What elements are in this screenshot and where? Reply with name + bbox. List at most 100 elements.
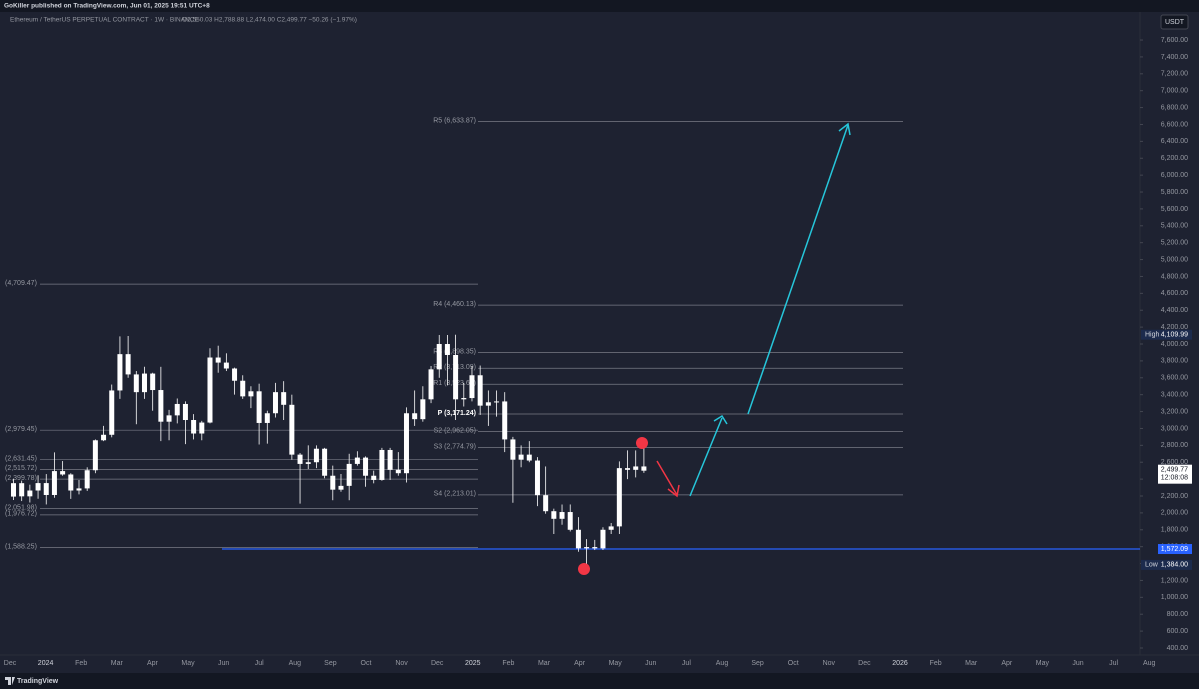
candle-body: [199, 422, 205, 434]
y-tick-label: 4,400.00: [1161, 307, 1188, 314]
low-badge: [1141, 559, 1192, 570]
x-tick-label: Aug: [716, 660, 729, 667]
high-badge-name: High: [1145, 332, 1160, 339]
x-tick-label: Feb: [502, 660, 514, 667]
candle-body: [330, 475, 336, 490]
symbol: Ethereum / TetherUS PERPETUAL CONTRACT ·…: [10, 17, 199, 24]
candle-body: [494, 401, 500, 403]
candle-body: [363, 457, 369, 476]
level-label: (2,631.45): [5, 455, 37, 462]
x-tick-label: Nov: [395, 660, 408, 667]
candle-body: [584, 547, 590, 549]
x-tick-label: 2024: [38, 660, 54, 667]
x-tick-label: Dec: [858, 660, 871, 667]
candle-body: [297, 454, 303, 464]
level-label-bg: [433, 409, 475, 419]
candle-body: [526, 454, 532, 461]
candle-body: [338, 485, 344, 490]
y-tick-label: 600.00: [1167, 628, 1189, 635]
x-tick-label: Nov: [823, 660, 836, 667]
candle-body: [313, 448, 319, 463]
candle-body: [76, 488, 82, 491]
y-tick-label: 5,200.00: [1161, 240, 1188, 247]
candle-body: [256, 391, 262, 423]
y-tick-label: 4,000.00: [1161, 341, 1188, 348]
y-tick-label: 2,000.00: [1161, 510, 1188, 517]
candle-body: [625, 468, 631, 470]
candle-body: [60, 471, 66, 475]
y-tick-label: 2,600.00: [1161, 459, 1188, 466]
level-label: (4,709.47): [5, 280, 37, 287]
x-tick-label: Dec: [4, 660, 17, 667]
candle-body: [232, 368, 238, 381]
x-tick-label: Oct: [361, 660, 372, 667]
currency-button[interactable]: [1160, 14, 1189, 30]
candle-body: [379, 449, 385, 480]
candle-body: [559, 512, 565, 519]
candle-body: [354, 457, 360, 464]
y-tick-label: 6,200.00: [1161, 155, 1188, 162]
candle-body: [534, 460, 540, 496]
arrow-head: [667, 484, 680, 498]
candle-body: [485, 402, 491, 406]
marker: [578, 563, 590, 575]
candle-body: [223, 362, 229, 369]
level-label: (2,051.98): [5, 504, 37, 511]
x-tick-label: May: [181, 660, 195, 667]
x-tick-label: Jul: [1109, 660, 1118, 667]
brand: TradingView: [17, 678, 59, 685]
x-tick-label: Mar: [538, 660, 551, 667]
y-tick-label: 7,000.00: [1161, 88, 1188, 95]
candle-body: [141, 373, 147, 393]
currency[interactable]: USDT: [1165, 19, 1185, 26]
level-label: (2,515.72): [5, 465, 37, 472]
arrow: [656, 460, 678, 496]
candle-body: [420, 399, 426, 420]
candle-body: [101, 434, 107, 441]
candle-body: [43, 483, 49, 495]
candle-body: [600, 529, 606, 549]
candle-body: [207, 357, 213, 423]
y-tick-label: 5,600.00: [1161, 206, 1188, 213]
candle-body: [453, 354, 459, 400]
candle-body: [182, 403, 188, 421]
low-badge-value: 1,384.00: [1161, 562, 1188, 569]
y-tick-label: 800.00: [1167, 611, 1189, 618]
y-tick-label: 2,800.00: [1161, 442, 1188, 449]
countdown: 12:08:08: [1161, 475, 1188, 482]
price-badge: [1158, 544, 1192, 555]
y-tick-label: 6,600.00: [1161, 121, 1188, 128]
y-tick-label: 3,400.00: [1161, 392, 1188, 399]
candle-body: [92, 440, 98, 471]
y-tick-label: 1,000.00: [1161, 594, 1188, 601]
candle-body: [575, 529, 581, 549]
candle-body: [264, 413, 270, 423]
candle-body: [289, 404, 295, 455]
candle-body: [272, 392, 278, 414]
x-tick-label: Sep: [751, 660, 764, 667]
y-tick-label: 6,000.00: [1161, 172, 1188, 179]
x-tick-label: Mar: [111, 660, 124, 667]
candle-body: [150, 373, 156, 391]
level-label: R5 (6,633.87): [433, 117, 476, 124]
candle-body: [305, 462, 311, 464]
marker: [636, 437, 648, 449]
y-tick-label: 3,800.00: [1161, 358, 1188, 365]
y-tick-label: 1,200.00: [1161, 577, 1188, 584]
candle-body: [592, 547, 598, 549]
y-tick-label: 1,800.00: [1161, 527, 1188, 534]
y-tick-label: 6,400.00: [1161, 138, 1188, 145]
y-tick-label: 3,200.00: [1161, 408, 1188, 415]
y-tick-label: 4,800.00: [1161, 273, 1188, 280]
candle-body: [477, 375, 483, 406]
y-tick-label: 7,600.00: [1161, 37, 1188, 44]
candle-body: [567, 512, 573, 530]
x-tick-label: Sep: [324, 660, 337, 667]
candle-body: [133, 374, 139, 393]
candle-body: [174, 403, 180, 416]
y-tick-label: 5,400.00: [1161, 223, 1188, 230]
level-label: S3 (2,774.79): [434, 443, 476, 450]
y-tick-label: 5,800.00: [1161, 189, 1188, 196]
candle-body: [412, 413, 418, 420]
